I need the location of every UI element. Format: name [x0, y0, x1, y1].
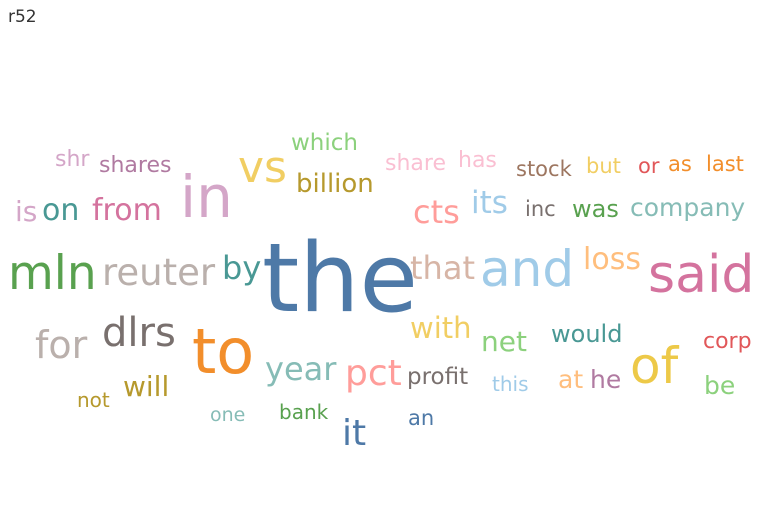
word-it: it	[342, 413, 367, 454]
word-profit: profit	[407, 364, 469, 390]
word-is: is	[15, 195, 38, 228]
word-bank: bank	[279, 400, 329, 424]
word-that: that	[410, 249, 475, 287]
word-at: at	[558, 365, 584, 394]
word-corp: corp	[703, 329, 752, 354]
word-on: on	[42, 193, 80, 228]
sheet-title: r52	[8, 7, 37, 27]
word-has: has	[458, 148, 497, 173]
word-with: with	[410, 311, 472, 345]
word-reuter: reuter	[102, 251, 216, 294]
word-or: or	[638, 154, 660, 178]
word-inc: inc	[525, 197, 556, 221]
word-said: said	[648, 245, 755, 305]
word-an: an	[408, 406, 435, 430]
word-for: for	[35, 323, 88, 367]
word-would: would	[551, 320, 623, 348]
word-not: not	[77, 388, 110, 412]
word-last: last	[706, 152, 744, 176]
word-but: but	[586, 154, 621, 178]
word-he: he	[590, 365, 622, 394]
word-mln: mln	[8, 246, 97, 301]
word-to: to	[192, 315, 255, 388]
word-billion: billion	[296, 169, 374, 199]
word-vs: vs	[238, 142, 287, 193]
word-from: from	[92, 193, 162, 228]
word-shr: shr	[55, 147, 90, 172]
word-stock: stock	[516, 157, 572, 181]
word-its: its	[471, 185, 508, 221]
word-as: as	[668, 152, 692, 176]
word-was: was	[572, 195, 619, 223]
word-by: by	[222, 249, 262, 287]
word-one: one	[210, 404, 246, 426]
word-year: year	[265, 350, 337, 388]
word-shares: shares	[99, 153, 172, 178]
word-net: net	[481, 325, 527, 358]
word-cts: cts	[413, 193, 460, 231]
word-which: which	[291, 130, 359, 156]
word-this: this	[492, 372, 529, 396]
word-the: the	[262, 224, 418, 334]
word-pct: pct	[345, 353, 402, 394]
word-share: share	[385, 151, 446, 176]
word-be: be	[704, 371, 736, 400]
word-dlrs: dlrs	[102, 310, 176, 356]
word-and: and	[480, 240, 575, 298]
word-in: in	[180, 163, 233, 231]
word-loss: loss	[583, 242, 641, 277]
word-of: of	[630, 337, 679, 395]
word-company: company	[630, 193, 746, 222]
word-will: will	[123, 370, 170, 403]
